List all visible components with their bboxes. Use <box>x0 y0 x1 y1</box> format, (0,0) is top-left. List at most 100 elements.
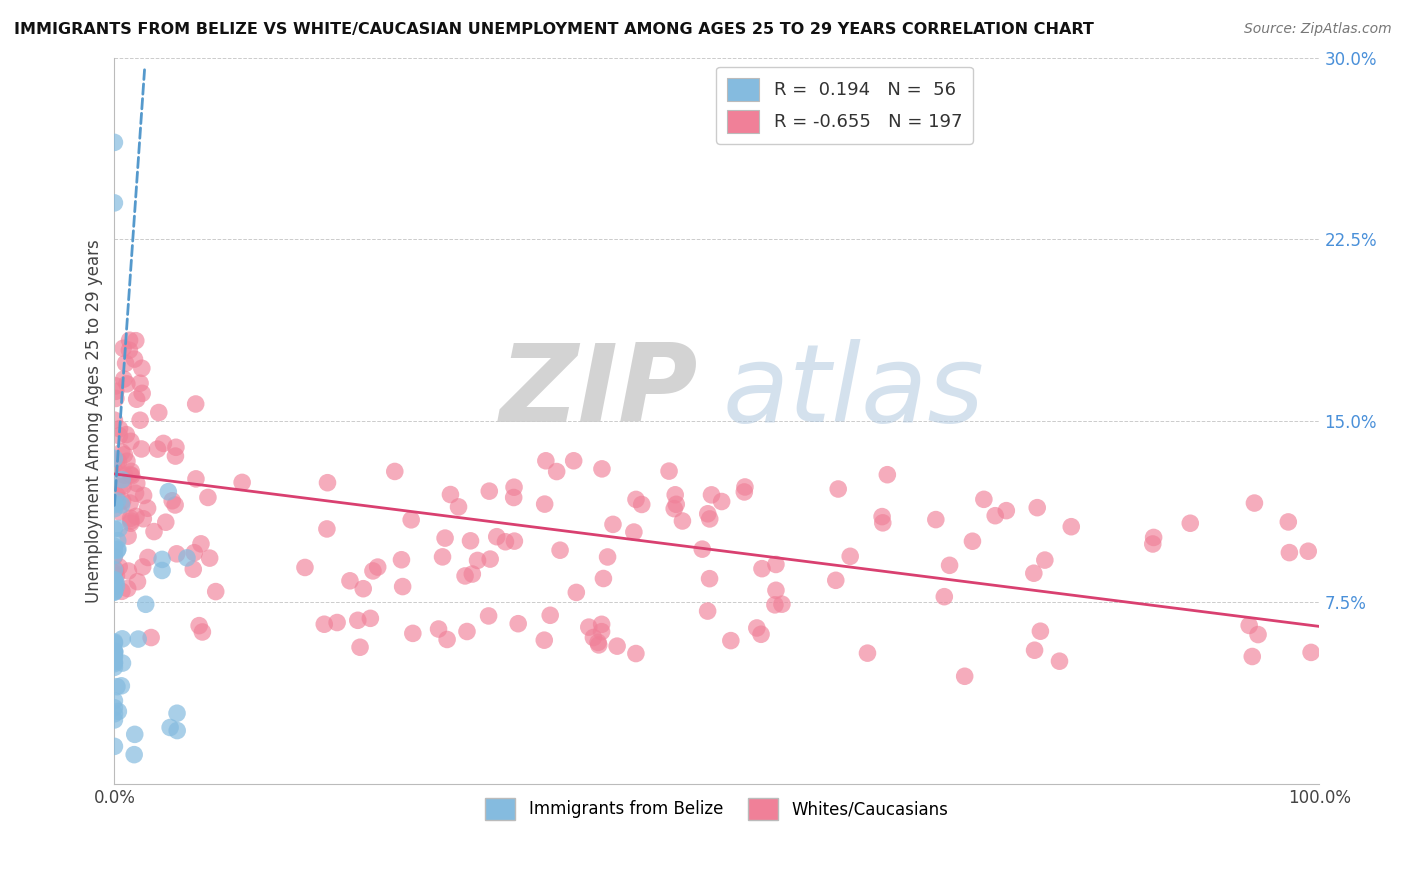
Point <box>591 462 613 476</box>
Point <box>447 500 470 514</box>
Point <box>204 584 226 599</box>
Point <box>103 496 125 510</box>
Point <box>117 564 139 578</box>
Point <box>120 434 142 449</box>
Point <box>503 480 526 494</box>
Point <box>120 514 142 528</box>
Point <box>582 631 605 645</box>
Point <box>1142 531 1164 545</box>
Point <box>592 572 614 586</box>
Point <box>700 488 723 502</box>
Point <box>596 549 619 564</box>
Point <box>478 609 501 624</box>
Point <box>108 422 131 436</box>
Point <box>107 543 129 558</box>
Point <box>591 617 613 632</box>
Legend: Immigrants from Belize, Whites/Caucasians: Immigrants from Belize, Whites/Caucasian… <box>479 791 955 826</box>
Point <box>129 413 152 427</box>
Point <box>124 352 146 367</box>
Point <box>105 579 128 593</box>
Point <box>231 475 253 490</box>
Point <box>984 508 1007 523</box>
Point <box>103 463 125 477</box>
Point <box>165 449 187 463</box>
Point <box>146 442 169 456</box>
Point <box>699 572 721 586</box>
Point <box>349 640 371 655</box>
Point <box>326 615 349 630</box>
Point <box>132 488 155 502</box>
Point <box>183 546 205 560</box>
Point <box>112 479 135 493</box>
Point <box>103 522 125 536</box>
Point <box>578 620 600 634</box>
Point <box>1049 654 1071 668</box>
Point <box>104 379 127 393</box>
Point <box>104 575 127 590</box>
Point <box>485 530 508 544</box>
Point <box>699 512 721 526</box>
Point <box>1060 519 1083 533</box>
Point <box>623 524 645 539</box>
Point <box>665 497 688 511</box>
Point <box>111 445 134 459</box>
Point <box>103 563 125 577</box>
Point <box>131 560 153 574</box>
Point <box>827 482 849 496</box>
Point <box>562 454 585 468</box>
Point <box>720 633 742 648</box>
Point <box>1142 537 1164 551</box>
Point <box>533 633 555 648</box>
Point <box>103 584 125 599</box>
Point <box>124 727 146 741</box>
Point <box>103 498 125 512</box>
Point <box>479 552 502 566</box>
Point <box>432 549 454 564</box>
Point <box>870 509 893 524</box>
Point <box>103 585 125 599</box>
Point <box>359 611 381 625</box>
Point <box>710 494 733 508</box>
Point <box>112 341 135 355</box>
Point <box>103 413 125 427</box>
Point <box>103 549 125 563</box>
Point <box>122 747 145 762</box>
Point <box>856 646 879 660</box>
Point <box>1237 618 1260 632</box>
Point <box>765 583 787 598</box>
Point <box>384 465 406 479</box>
Point <box>125 334 148 348</box>
Point <box>135 597 157 611</box>
Point <box>602 517 624 532</box>
Text: atlas: atlas <box>723 339 984 444</box>
Point <box>765 558 787 572</box>
Point <box>104 563 127 577</box>
Point <box>1296 544 1319 558</box>
Point <box>105 568 128 582</box>
Point <box>361 564 384 578</box>
Point <box>1029 624 1052 639</box>
Point <box>165 440 187 454</box>
Point <box>103 694 125 708</box>
Point <box>548 543 571 558</box>
Point <box>436 632 458 647</box>
Point <box>1278 546 1301 560</box>
Point <box>671 514 693 528</box>
Point <box>108 479 131 493</box>
Point <box>508 616 530 631</box>
Point <box>139 631 162 645</box>
Point <box>733 485 755 500</box>
Point <box>105 457 128 471</box>
Point <box>456 624 478 639</box>
Point <box>770 597 793 611</box>
Point <box>107 494 129 508</box>
Point <box>104 384 127 399</box>
Point <box>494 534 516 549</box>
Point <box>402 626 425 640</box>
Point <box>117 529 139 543</box>
Point <box>1024 643 1046 657</box>
Point <box>314 617 336 632</box>
Point <box>125 509 148 524</box>
Point <box>103 573 125 587</box>
Point <box>166 547 188 561</box>
